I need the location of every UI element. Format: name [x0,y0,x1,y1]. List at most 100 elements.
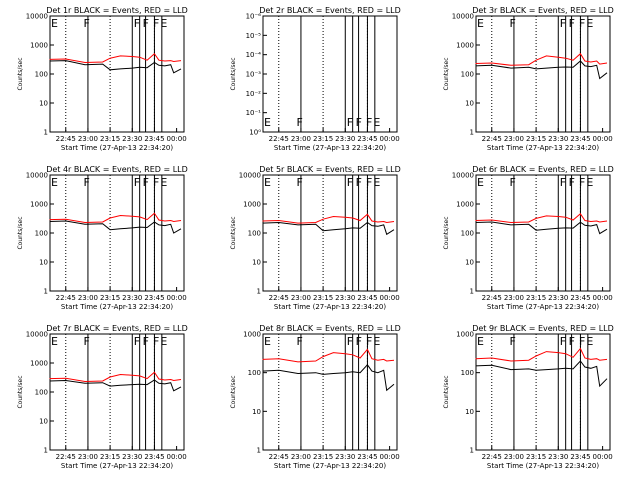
x-axis-label: Start Time (27-Apr-13 22:34:20) [487,144,599,152]
y-tick-label: 10⁻⁴ [246,51,262,59]
x-tick-label: 22:45 [269,453,289,461]
x-tick-label: 23:45 [357,294,377,302]
x-tick-label: 23:45 [144,294,164,302]
flag-letter: F [143,17,149,30]
y-tick-label: 1 [257,447,261,455]
x-tick-label: 23:45 [357,135,377,143]
flag-letter: F [366,335,372,348]
x-tick-label: 23:15 [313,135,333,143]
x-tick-label: 23:15 [526,453,546,461]
lld-series-line [475,52,608,66]
y-axis-label: Counts/sec [17,57,24,90]
flag-letter: F [134,176,140,189]
flag-letter: F [579,335,585,348]
y-tick-label: 1 [470,447,474,455]
lld-series-line [49,212,182,224]
x-tick-label: 00:00 [593,453,613,461]
flag-letter: E [160,17,167,30]
flag-letter: F [560,17,566,30]
flag-letter: F [297,176,303,189]
chart-title: Det 1r BLACK = Events, RED = LLD [46,6,188,15]
flag-letter: F [366,116,372,129]
flag-letter: F [569,17,575,30]
lld-series-line [262,213,395,224]
y-tick-label: 100 [35,71,48,79]
x-tick-label: 23:00 [78,135,98,143]
x-tick-label: 22:45 [56,294,76,302]
x-tick-label: 23:45 [570,294,590,302]
flag-letter: F [297,116,303,129]
events-series-line [49,60,182,74]
x-tick-label: 23:30 [548,453,568,461]
chart-title: Det 7r BLACK = Events, RED = LLD [46,324,188,333]
chart-panel: Det 8r BLACK = Events, RED = LLD 1 10 100 10… [230,324,401,470]
x-axis-label: Start Time (27-Apr-13 22:34:20) [61,144,173,152]
y-axis-label: Counts/sec [17,375,24,408]
x-tick-label: 00:00 [380,135,400,143]
y-tick-label: 1 [470,129,474,137]
flag-letter: E [51,335,58,348]
flag-letter: E [586,176,593,189]
y-tick-label: 10 [252,259,261,267]
y-axis-label: Counts/sec [443,375,450,408]
y-tick-label: 100 [461,230,474,238]
events-series-line [475,360,608,388]
flag-letter: F [143,176,149,189]
y-tick-label: 10 [39,100,48,108]
y-tick-label: 100 [461,71,474,79]
y-tick-label: 1 [257,288,261,296]
flag-letter: F [84,17,90,30]
y-tick-label: 1 [44,447,48,455]
flag-letter: F [569,335,575,348]
x-axis-label: Start Time (27-Apr-13 22:34:20) [487,303,599,311]
flag-letter: F [560,176,566,189]
x-tick-label: 23:30 [335,135,355,143]
flag-letter: F [560,335,566,348]
y-tick-label: 10⁻⁶ [246,13,262,21]
flag-letter: F [153,335,159,348]
x-tick-label: 00:00 [167,135,187,143]
x-tick-label: 22:45 [56,453,76,461]
chart-title: Det 4r BLACK = Events, RED = LLD [46,165,188,174]
x-tick-label: 23:45 [144,453,164,461]
y-tick-label: 100 [248,369,261,377]
y-axis-label: Counts/sec [443,216,450,249]
y-tick-label: 10000 [26,172,48,180]
x-tick-label: 23:00 [504,135,524,143]
y-tick-label: 10 [465,259,474,267]
y-tick-label: 10 [39,418,48,426]
x-tick-label: 23:45 [570,453,590,461]
y-tick-label: 1 [470,288,474,296]
chart-title: Det 6r BLACK = Events, RED = LLD [472,165,614,174]
x-tick-label: 23:30 [548,135,568,143]
x-tick-label: 23:15 [100,294,120,302]
chart-title: Det 8r BLACK = Events, RED = LLD [259,324,401,333]
flag-letter: F [510,17,516,30]
y-tick-label: 10 [465,100,474,108]
x-tick-label: 23:45 [570,135,590,143]
plot-frame [262,174,398,292]
plot-frame [262,333,398,451]
flag-letter: F [134,335,140,348]
x-tick-label: 00:00 [167,294,187,302]
flag-letter: E [477,17,484,30]
lld-series-line [475,213,608,224]
events-series-line [475,221,608,235]
chart-panel: Det 2r BLACK = Events, RED = LLD 10⁰ 10⁻¹ 1… [230,6,401,152]
plot-frame [475,333,611,451]
x-axis-label: Start Time (27-Apr-13 22:34:20) [274,144,386,152]
chart-panel: Det 7r BLACK = Events, RED = LLD 1 10 100 10… [17,324,188,470]
x-tick-label: 23:00 [504,453,524,461]
lld-series-line [262,348,395,363]
y-tick-label: 10 [465,408,474,416]
x-tick-label: 23:00 [291,135,311,143]
y-tick-label: 1 [44,288,48,296]
x-tick-label: 22:45 [482,135,502,143]
events-series-line [49,220,182,234]
y-tick-label: 100 [461,369,474,377]
x-axis-label: Start Time (27-Apr-13 22:34:20) [274,303,386,311]
plot-frame [49,15,185,133]
flag-letter: E [373,116,380,129]
x-axis-label: Start Time (27-Apr-13 22:34:20) [487,462,599,470]
flag-letter: E [160,176,167,189]
